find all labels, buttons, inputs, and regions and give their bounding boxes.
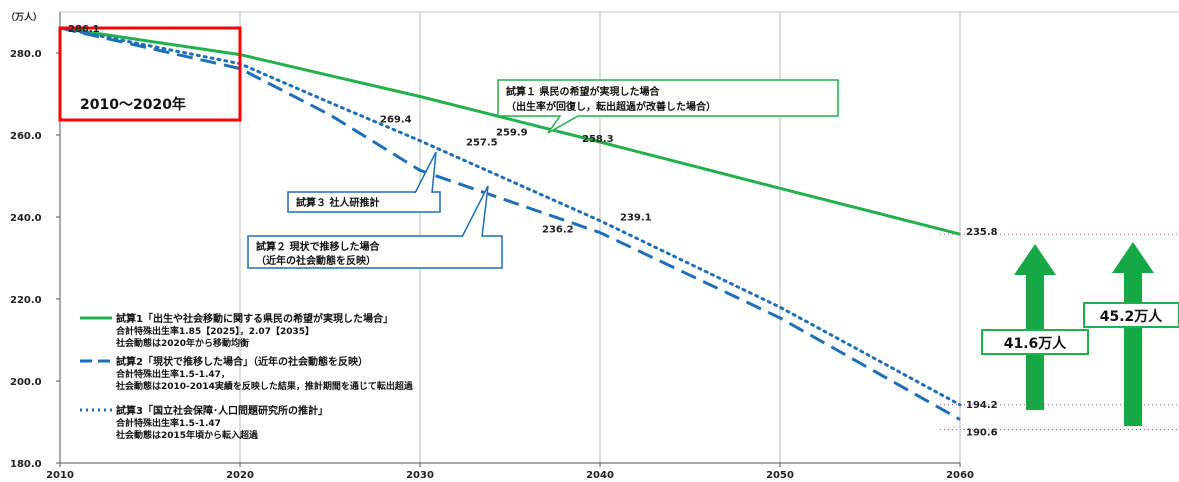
legend-detail1-scenario3: 合計特殊出生率1.5-1.47 [116, 417, 221, 429]
callout-scenario2-line1: 試算２ 現状で推移した場合 [256, 240, 380, 253]
difference-label-2: 45.2万人 [1083, 302, 1179, 328]
difference-label-2-text: 45.2万人 [1100, 308, 1164, 325]
y-tick-labels: 180.0 200.0 220.0 240.0 260.0 280.0 [10, 49, 60, 470]
callout-scenario1: 試算１ 県民の希望が実現した場合 （出生率が回復し，転出超過が改善した場合） [497, 79, 839, 134]
y-tick-label: 260.0 [10, 131, 42, 142]
data-label: 257.5 [466, 137, 498, 148]
callout-scenario3-text: 試算３ 社人研推計 [296, 196, 379, 209]
callout-scenario1-line1: 試算１ 県民の希望が実現した場合 [506, 85, 660, 98]
y-tick-label: 180.0 [10, 459, 42, 470]
data-label: 239.1 [620, 213, 652, 224]
legend-title-scenario2: 試算2「現状で推移した場合」（近年の社会動態を反映） [116, 355, 368, 368]
legend: 試算1「出生や社会移動に関する県民の希望が実現した場合」 合計特殊出生率1.85… [80, 312, 414, 441]
period-highlight-label: 2010〜2020年 [80, 96, 186, 113]
y-tick-label: 240.0 [10, 213, 42, 224]
x-tick-label: 2060 [946, 470, 974, 481]
legend-title-scenario1: 試算1「出生や社会移動に関する県民の希望が実現した場合」 [116, 312, 393, 325]
y-unit-label: （万人） [6, 11, 42, 23]
y-tick-label: 220.0 [10, 295, 42, 306]
x-tick-labels: 2010 2020 2030 2040 2050 2060 [46, 463, 974, 481]
data-label: 235.8 [966, 227, 998, 238]
x-tick-label: 2030 [406, 470, 434, 481]
x-tick-label: 2020 [226, 470, 254, 481]
y-tick-label: 200.0 [10, 377, 42, 388]
callout-scenario2: 試算２ 現状で推移した場合 （近年の社会動態を反映） [247, 185, 503, 269]
callout-scenario3: 試算３ 社人研推計 [287, 151, 441, 213]
callout-scenario1-line2: （出生率が回復し，転出超過が改善した場合） [506, 100, 716, 113]
y-tick-label: 280.0 [10, 49, 42, 60]
series-line-s2 [59, 26, 961, 421]
legend-detail2-scenario2: 社会動態は2010-2014実績を反映した結果，推計期間を通じて転出超過 [115, 380, 414, 392]
legend-detail2-scenario3: 社会動態は2015年頃から転入超過 [115, 429, 259, 441]
x-tick-label: 2040 [586, 470, 614, 481]
period-highlight-box [58, 26, 242, 122]
data-label: 269.4 [380, 114, 412, 125]
x-tick-label: 2050 [766, 470, 794, 481]
data-label: 259.9 [496, 127, 528, 138]
data-label: 190.6 [966, 428, 998, 439]
data-label: 236.2 [542, 225, 574, 236]
legend-detail1-scenario1: 合計特殊出生率1.85【2025】，2.07【2035】 [116, 325, 314, 337]
difference-arrow-scenario1 [1014, 244, 1056, 410]
data-label: 194.2 [966, 400, 998, 411]
x-tick-label: 2010 [46, 470, 74, 481]
data-label: 286.1 [68, 24, 100, 35]
difference-label-1: 41.6万人 [981, 329, 1089, 355]
difference-label-1-text: 41.6万人 [1004, 335, 1068, 352]
callout-scenario2-line2: （近年の社会動態を反映） [256, 254, 376, 267]
legend-title-scenario3: 試算3「国立社会保障･人口問題研究所の推計」 [116, 404, 328, 417]
legend-detail1-scenario2: 合計特殊出生率1.5-1.47， [116, 368, 230, 380]
difference-arrow-scenario1-total [1112, 242, 1154, 426]
data-label: 258.3 [582, 134, 614, 145]
legend-detail2-scenario1: 社会動態は2020年から移動均衡 [115, 337, 249, 349]
series-line-s1 [59, 26, 961, 236]
